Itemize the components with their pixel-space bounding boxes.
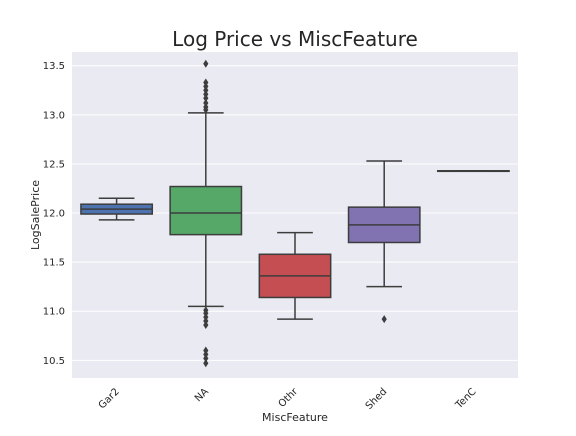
- y-tick-label: 13.0: [43, 110, 65, 121]
- outlier-point: [203, 78, 209, 87]
- outlier-point: [203, 320, 209, 329]
- box-tenc: [436, 170, 510, 173]
- box-body: [169, 185, 243, 236]
- x-tick-label: TenC: [453, 386, 478, 411]
- outlier-point: [203, 99, 209, 108]
- y-tick-label: 12.0: [43, 209, 65, 220]
- box-gar2: [80, 197, 154, 221]
- outlier-point: [381, 315, 387, 324]
- box-shed: [347, 160, 421, 324]
- x-axis-label: MiscFeature: [262, 411, 328, 424]
- y-tick-label: 11.0: [43, 307, 65, 318]
- y-tick-label: 13.5: [43, 61, 65, 72]
- y-tick-label: 12.5: [43, 159, 65, 170]
- plot-area: [72, 52, 518, 378]
- y-axis-label: LogSalePrice: [29, 180, 42, 250]
- outlier-point: [203, 354, 209, 363]
- x-tick-label: Gar2: [97, 386, 122, 411]
- boxes-layer: [80, 59, 510, 368]
- box-na: [169, 59, 243, 368]
- outlier-point: [203, 59, 209, 68]
- x-axis: Gar2 NA Othr Shed TenC: [97, 386, 479, 412]
- y-tick-label: 10.5: [43, 356, 65, 367]
- y-tick-label: 11.5: [43, 258, 65, 269]
- y-axis: 10.5 11.0 11.5 12.0 12.5 13.0 13.5: [43, 61, 65, 367]
- x-tick-label: Shed: [364, 386, 390, 412]
- x-tick-label: Othr: [277, 386, 301, 410]
- outlier-point: [203, 359, 209, 368]
- chart-title: Log Price vs MiscFeature: [172, 27, 418, 51]
- x-tick-label: NA: [193, 386, 211, 404]
- box-othr: [258, 231, 332, 320]
